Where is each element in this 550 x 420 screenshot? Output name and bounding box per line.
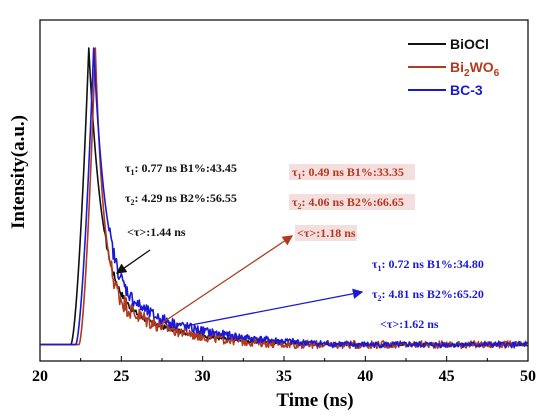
x-axis-title: Time (ns) (276, 390, 353, 411)
annotation-avg-lifetime: <τ>:1.62 ns (380, 317, 439, 331)
annotation-tau2: τ2: 4.81 ns B2%:65.20 (372, 287, 484, 303)
tau-symbol: τ (292, 195, 298, 209)
tau-value: : 0.72 ns (382, 257, 427, 271)
arrow-biocl (115, 249, 151, 274)
b-value: B1%:33.35 (347, 165, 404, 179)
x-tick-label: 45 (439, 368, 455, 385)
x-tick-label: 40 (357, 368, 373, 385)
b-value: B1%:43.45 (180, 161, 237, 175)
legend-label: Bi2WO6 (450, 59, 500, 79)
tau-symbol: τ (292, 165, 298, 179)
tau-symbol: τ (125, 191, 131, 205)
tau-subscript: 1 (131, 168, 135, 177)
annotation-highlight (289, 194, 415, 210)
tau-subscript: 2 (378, 294, 382, 303)
legend: BiOCl Bi2WO6 BC-3 (408, 36, 500, 98)
tau-value: : 4.06 ns (302, 195, 347, 209)
annotation-tau2: τ2: 4.06 ns B2%:66.65 (292, 195, 404, 211)
legend-label: BC-3 (450, 82, 483, 98)
annotation-highlight (289, 164, 415, 180)
annotation-tau2: τ2: 4.29 ns B2%:56.55 (125, 191, 237, 207)
legend-label-part: Bi (450, 59, 464, 75)
tau-value: : 0.77 ns (135, 161, 180, 175)
tau-value: : 4.81 ns (382, 287, 427, 301)
tau-subscript: 2 (298, 202, 302, 211)
tau-symbol: τ (372, 257, 378, 271)
annotation-tau1: τ1: 0.77 ns B1%:43.45 (125, 161, 237, 177)
series-line-bi2wo6 (40, 47, 528, 350)
tau-symbol: τ (125, 161, 131, 175)
y-axis-title: Intensity(a.u.) (8, 115, 29, 229)
annotation-arrows (115, 235, 364, 327)
tau-value: : 0.49 ns (302, 165, 347, 179)
b-value: B2%:66.65 (347, 195, 404, 209)
annotation-tau1: τ1: 0.72 ns B1%:34.80 (372, 257, 484, 273)
b-value: B2%:56.55 (180, 191, 237, 205)
b-value: B2%:65.20 (427, 287, 484, 301)
legend-label-part: 2 (464, 68, 470, 79)
tau-subscript: 1 (298, 172, 302, 181)
b-value: B1%:34.80 (427, 257, 484, 271)
x-tick-label: 50 (520, 368, 536, 385)
tau-value: : 4.29 ns (135, 191, 180, 205)
tau-subscript: 2 (131, 198, 135, 207)
x-tick-label: 20 (32, 368, 48, 385)
annotation-avg-lifetime: <τ>:1.18 ns (297, 226, 356, 240)
legend-label-part: 6 (494, 68, 500, 79)
x-tick-label: 25 (113, 368, 129, 385)
annotation-highlight (295, 225, 357, 241)
tau-subscript: 1 (378, 264, 382, 273)
x-ticks: 20 25 30 35 40 45 50 (32, 356, 536, 385)
arrow-bc3 (185, 288, 364, 327)
x-tick-label: 30 (195, 368, 211, 385)
legend-label: BiOCl (450, 36, 489, 52)
arrow-bi2wo6 (161, 235, 294, 324)
annotation-tau1: τ1: 0.49 ns B1%:33.35 (292, 165, 404, 181)
tau-symbol: τ (372, 287, 378, 301)
legend-label-part: WO (470, 59, 494, 75)
annotation-avg-lifetime: <τ>:1.44 ns (127, 225, 186, 239)
x-tick-label: 35 (276, 368, 292, 385)
